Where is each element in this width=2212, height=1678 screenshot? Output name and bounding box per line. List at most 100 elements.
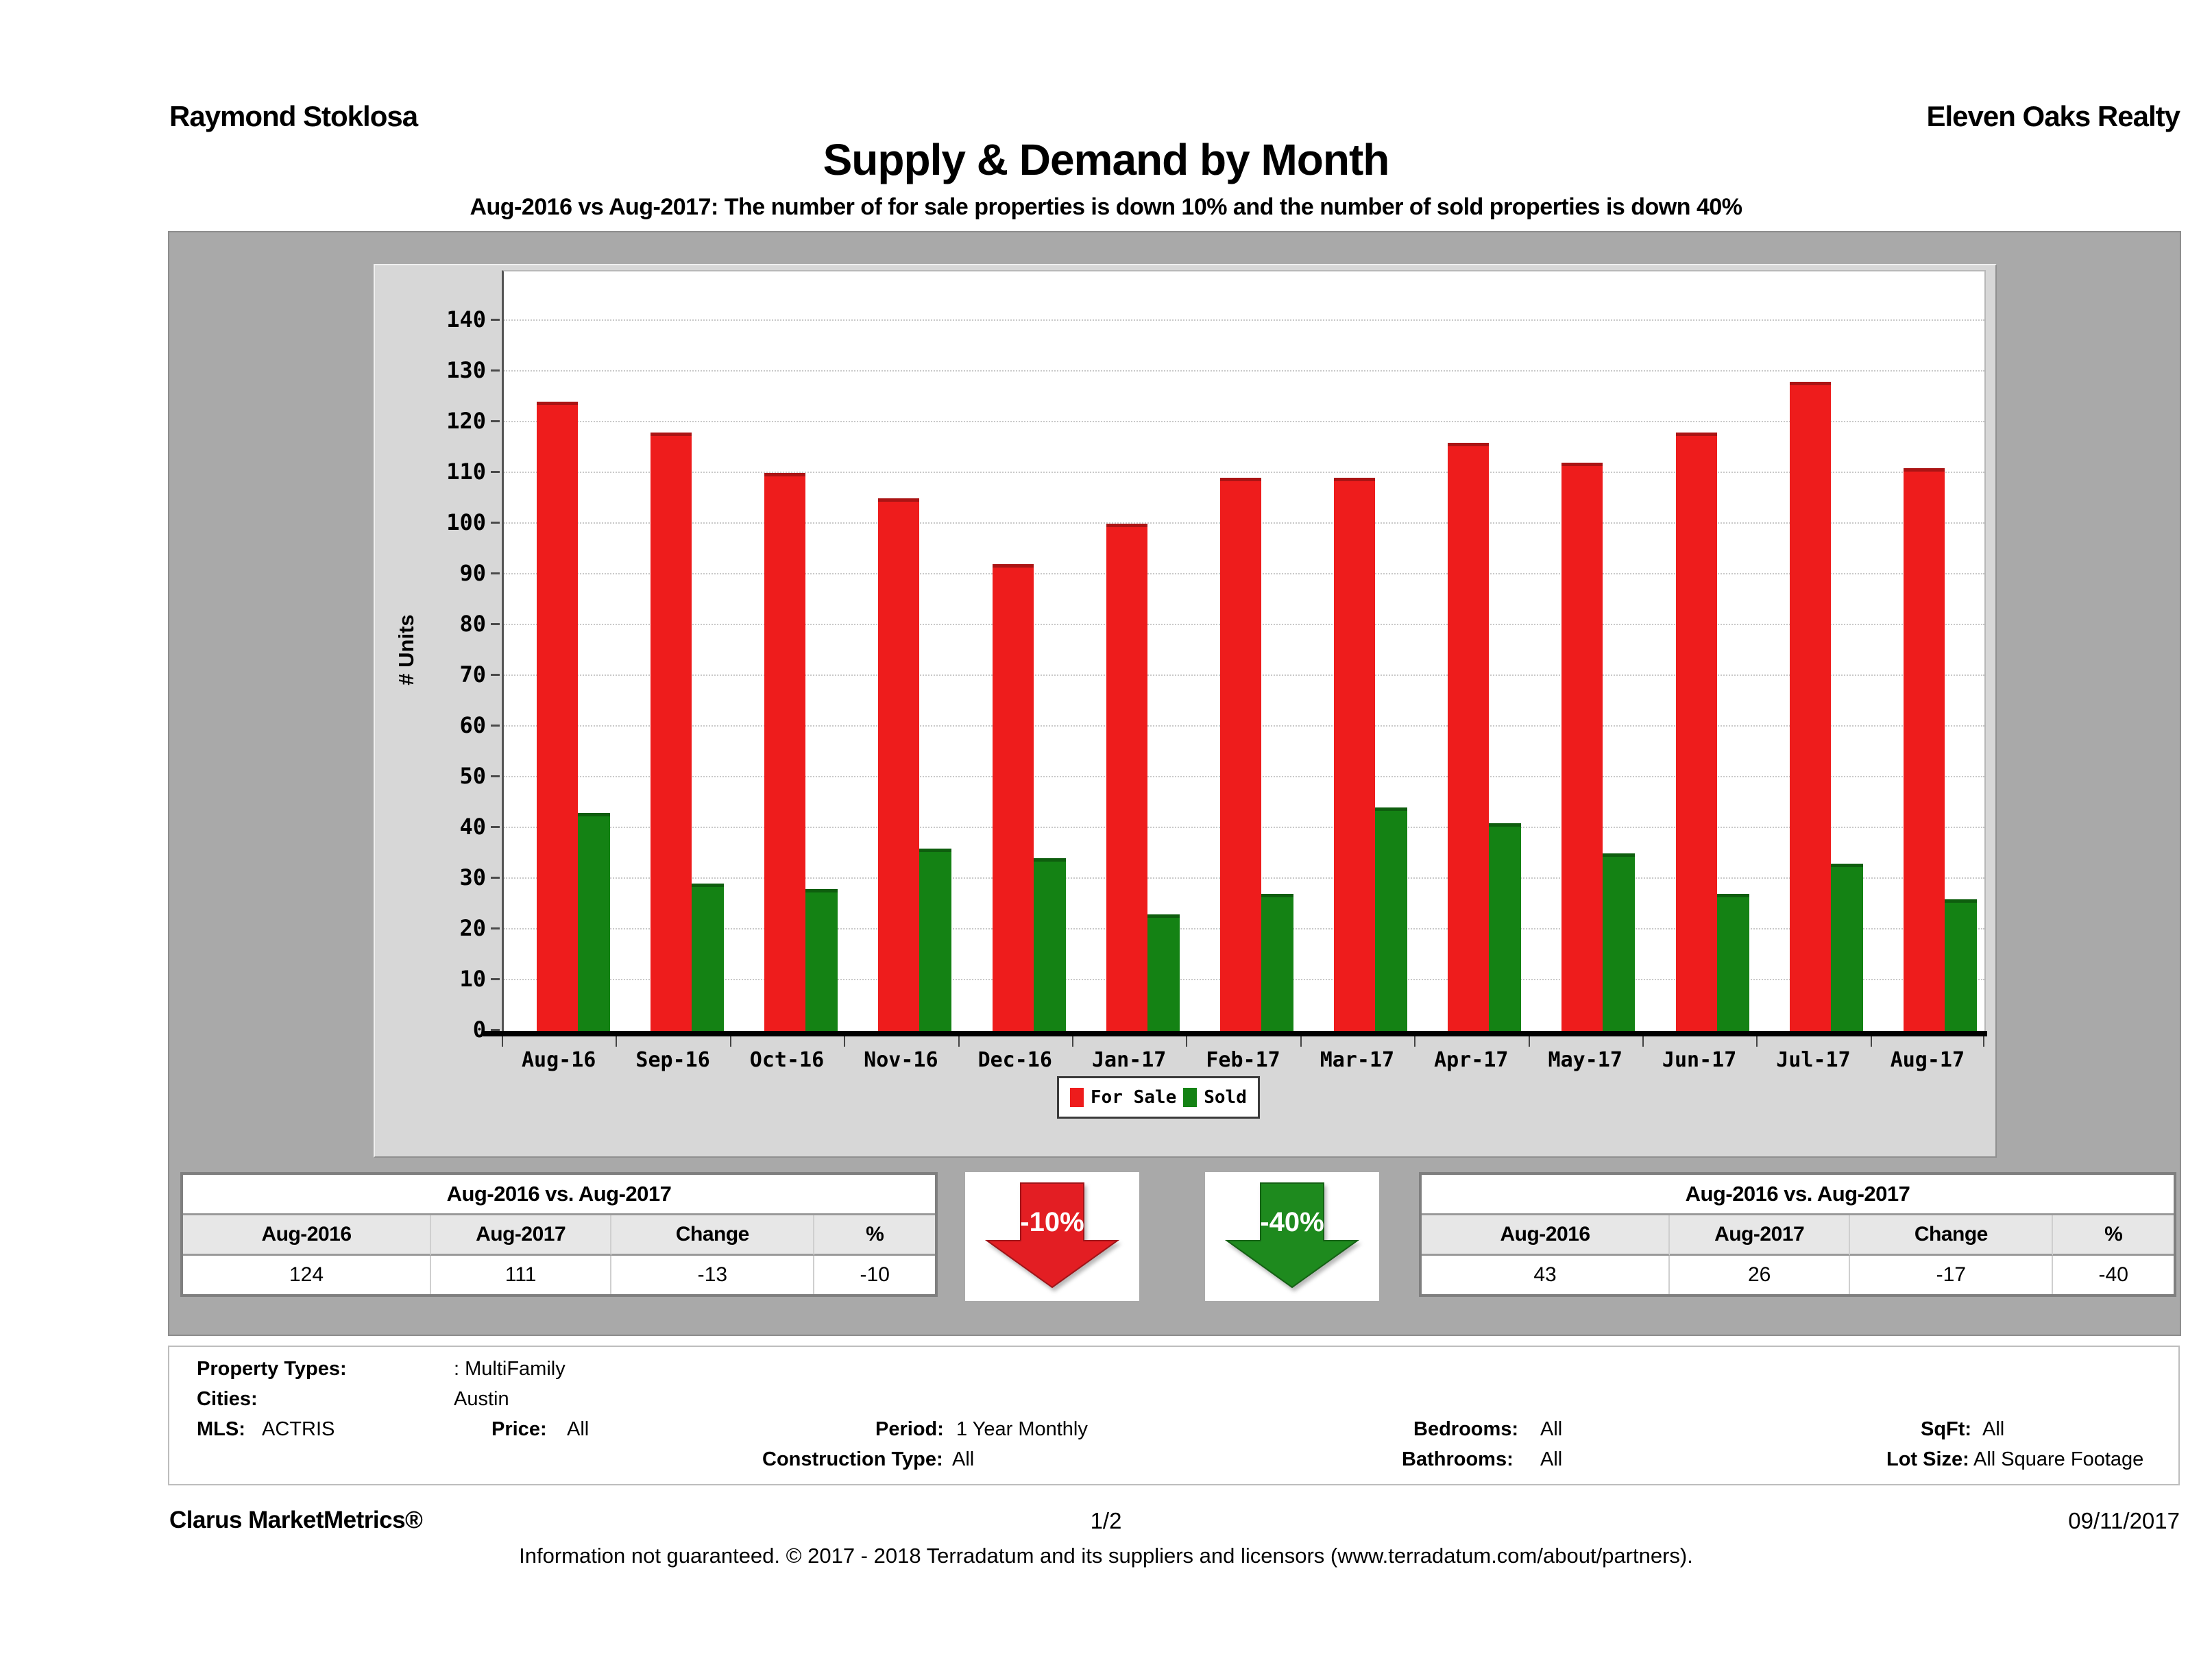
- x-label-Nov-16: Nov-16: [844, 1036, 958, 1072]
- y-tick-70: 70: [459, 661, 500, 688]
- bar-for-sale-Apr-17: [1448, 443, 1490, 1031]
- report-subtitle: Aug-2016 vs Aug-2017: The number of for …: [470, 194, 1742, 220]
- footer-brand: Clarus MarketMetrics®: [169, 1507, 423, 1533]
- for-sale-value-change: -13: [611, 1256, 815, 1294]
- filter-label-property-types: Property Types:: [197, 1358, 347, 1380]
- y-tick-140: 140: [446, 306, 500, 332]
- sold-value-aug2016: 43: [1422, 1256, 1670, 1294]
- bar-sold-Nov-16: [919, 849, 952, 1031]
- filter-value-construction-type: All: [952, 1448, 975, 1470]
- report-title: Supply & Demand by Month: [823, 135, 1390, 184]
- bar-sold-Feb-17: [1261, 894, 1293, 1031]
- for-sale-change-label: -10%: [1020, 1207, 1084, 1237]
- bar-for-sale-Feb-17: [1219, 478, 1261, 1031]
- down-arrow-icon: [984, 1182, 1120, 1289]
- bar-sold-Oct-16: [805, 889, 838, 1031]
- for-sale-value-aug2017: 111: [431, 1256, 612, 1294]
- bar-sold-Dec-16: [1033, 858, 1066, 1031]
- down-arrow-icon: [1224, 1182, 1360, 1289]
- bar-group-Jan-17: [1073, 271, 1187, 1031]
- x-label-Jun-17: Jun-17: [1642, 1036, 1756, 1072]
- gridline-110: [504, 472, 1984, 473]
- agent-name: Raymond Stoklosa: [169, 100, 418, 132]
- footer-page-number: 1/2: [1090, 1508, 1122, 1533]
- for-sale-value-percent: -10: [860, 1263, 890, 1286]
- bar-group-Sep-16: [618, 271, 731, 1031]
- bar-sold-Jan-17: [1147, 914, 1180, 1031]
- x-label-Aug-17: Aug-17: [1870, 1036, 1984, 1072]
- footer-disclaimer: Information not guaranteed. © 2017 - 201…: [519, 1544, 1693, 1568]
- for-sale-value-aug2016: 124: [183, 1256, 431, 1294]
- plot-area: [502, 270, 1986, 1031]
- bar-sold-Apr-17: [1489, 823, 1522, 1031]
- y-tick-90: 90: [459, 560, 500, 586]
- y-tick-30: 30: [459, 864, 500, 890]
- filters-box: Property Types: : MultiFamily Cities: Au…: [168, 1346, 2180, 1485]
- x-label-Mar-17: Mar-17: [1300, 1036, 1414, 1072]
- for-sale-change-arrow: -10%: [965, 1172, 1139, 1301]
- filter-value-property-types: : MultiFamily: [454, 1358, 566, 1380]
- bar-group-Jun-17: [1643, 271, 1757, 1031]
- footer-date: 09/11/2017: [2068, 1508, 2180, 1533]
- x-label-Oct-16: Oct-16: [729, 1036, 844, 1072]
- filter-label-period: Period:: [875, 1418, 944, 1440]
- sold-value-aug2017: 26: [1670, 1256, 1851, 1294]
- bar-sold-Mar-17: [1375, 807, 1408, 1031]
- y-tick-20: 20: [459, 915, 500, 941]
- bar-group-Jul-17: [1757, 271, 1871, 1031]
- y-axis-ticks: 0 10 20 30 40 50 60 70 80 90 100 110 120 130 140: [402, 270, 500, 1043]
- bar-for-sale-Jul-17: [1789, 382, 1831, 1031]
- legend-label-for-sale: For Sale: [1091, 1087, 1177, 1108]
- filter-value-cities: Austin: [454, 1388, 509, 1410]
- y-tick-100: 100: [446, 509, 500, 535]
- x-label-Feb-17: Feb-17: [1186, 1036, 1300, 1072]
- filter-label-lot-size: Lot Size:: [1886, 1448, 1969, 1470]
- bar-group-Apr-17: [1415, 271, 1529, 1031]
- bar-for-sale-Dec-16: [992, 564, 1034, 1031]
- x-label-Apr-17: Apr-17: [1414, 1036, 1528, 1072]
- y-tick-60: 60: [459, 712, 500, 738]
- x-label-Jul-17: Jul-17: [1756, 1036, 1870, 1072]
- chart-legend: For Sale Sold: [1057, 1076, 1260, 1119]
- sold-col-change: Change: [1850, 1215, 2054, 1256]
- y-tick-120: 120: [446, 408, 500, 434]
- for-sale-col-aug2017: Aug-2017: [431, 1215, 612, 1256]
- sold-value-change: -17: [1850, 1256, 2054, 1294]
- bar-for-sale-Sep-16: [651, 433, 692, 1031]
- bar-group-Aug-17: [1871, 271, 1984, 1031]
- filter-label-cities: Cities:: [197, 1388, 258, 1410]
- company-name: Eleven Oaks Realty: [1926, 100, 2180, 132]
- sold-col-aug2016: Aug-2016: [1422, 1215, 1670, 1256]
- sold-change-label: -40%: [1260, 1207, 1324, 1237]
- bar-for-sale-Aug-16: [537, 402, 578, 1031]
- gridline-130: [504, 370, 1984, 372]
- chart-panel: # Units 0 10 20 30 40 50 60 70 80 90 100 110 120 130 1…: [168, 231, 2181, 1336]
- bar-for-sale-Nov-16: [878, 498, 920, 1031]
- sold-col-aug2017: Aug-2017: [1670, 1215, 1851, 1256]
- filter-value-lot-size: All Square Footage: [1973, 1448, 2144, 1470]
- filter-value-sqft: All: [1982, 1418, 2005, 1440]
- for-sale-col-aug2016: Aug-2016: [183, 1215, 431, 1256]
- bar-sold-Aug-17: [1944, 899, 1977, 1031]
- bar-group-Aug-16: [504, 271, 618, 1031]
- x-axis-line: [483, 1031, 1987, 1036]
- y-tick-80: 80: [459, 611, 500, 637]
- x-label-Aug-16: Aug-16: [502, 1036, 616, 1072]
- bar-series: [504, 271, 1984, 1031]
- bar-group-May-17: [1529, 271, 1642, 1031]
- y-tick-10: 10: [459, 966, 500, 992]
- filter-value-period: 1 Year Monthly: [956, 1418, 1088, 1440]
- sold-comparison-table: Aug-2016 vs. Aug-2017 Aug-2016 Aug-2017 …: [1419, 1172, 2176, 1297]
- for-sale-col-percent: %: [814, 1215, 935, 1256]
- bar-group-Nov-16: [845, 271, 959, 1031]
- bar-group-Dec-16: [960, 271, 1073, 1031]
- legend-swatch-sold: [1183, 1088, 1198, 1107]
- for-sale-comparison-table: Aug-2016 vs. Aug-2017 Aug-2016 Aug-2017 …: [180, 1172, 938, 1297]
- bar-group-Mar-17: [1301, 271, 1415, 1031]
- for-sale-col-change: Change: [611, 1215, 815, 1256]
- x-label-Dec-16: Dec-16: [958, 1036, 1072, 1072]
- bar-group-Oct-16: [731, 271, 845, 1031]
- bar-for-sale-Mar-17: [1334, 478, 1376, 1031]
- bar-sold-Aug-16: [578, 813, 610, 1031]
